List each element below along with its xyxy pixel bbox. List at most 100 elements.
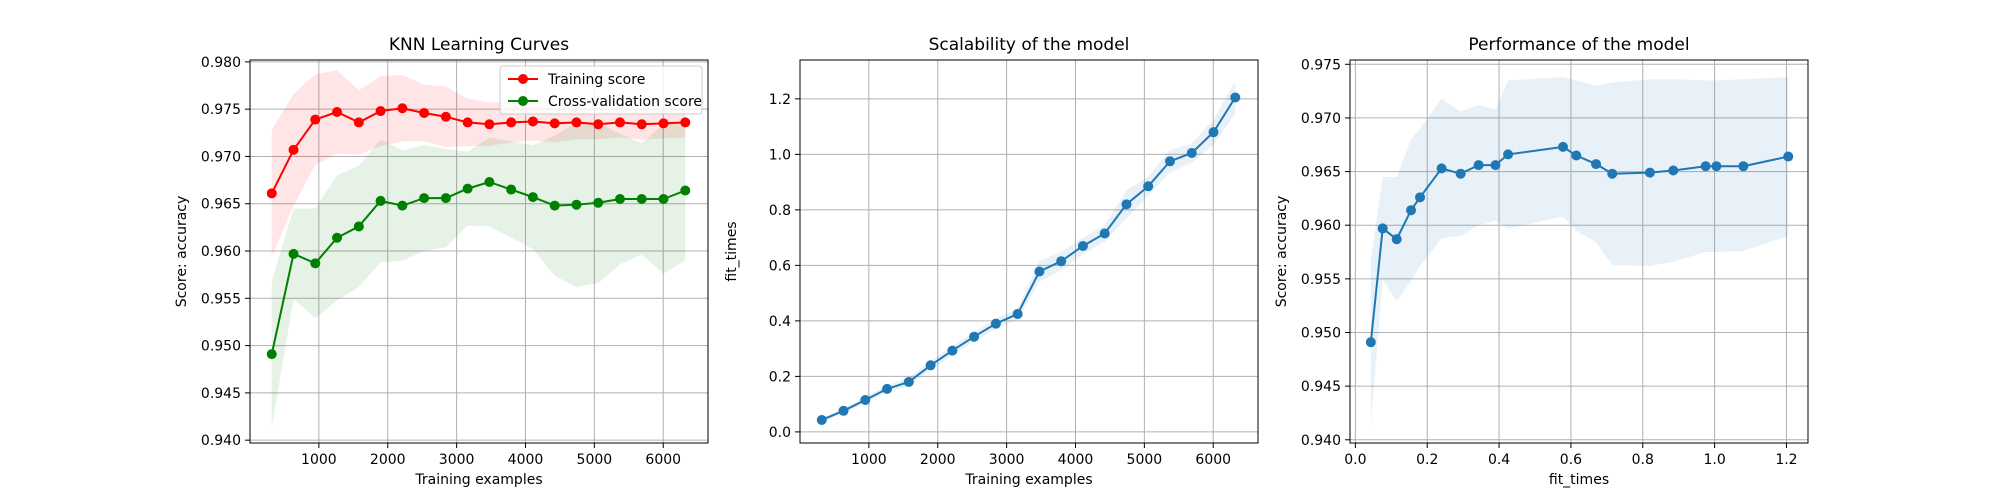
data-point	[506, 117, 517, 128]
data-point	[1377, 223, 1388, 234]
y-tick-label: 0.4	[769, 314, 791, 330]
x-tick-label: 6000	[1195, 452, 1231, 468]
x-tick-label: 1.0	[1703, 452, 1725, 468]
data-point	[1644, 167, 1655, 178]
data-point	[1099, 228, 1110, 239]
data-point	[310, 114, 321, 125]
x-tick-label: 5000	[577, 452, 613, 468]
data-point	[1473, 160, 1484, 171]
data-point	[462, 183, 473, 194]
data-point	[1164, 156, 1175, 167]
data-point	[680, 185, 691, 196]
y-tick-label: 0.960	[201, 244, 241, 260]
data-point	[969, 331, 980, 342]
confidence-band	[821, 80, 1236, 422]
data-point	[680, 117, 691, 128]
data-point	[593, 119, 604, 130]
x-tick-label: 0.4	[1488, 452, 1510, 468]
data-point	[658, 118, 669, 129]
data-point	[1230, 92, 1241, 103]
data-point	[375, 106, 386, 117]
data-point	[838, 405, 849, 416]
x-axis-label: fit_times	[1549, 472, 1609, 488]
data-point	[549, 200, 560, 211]
legend-marker	[518, 74, 528, 84]
chart-title: Performance of the model	[1468, 35, 1689, 55]
data-point	[310, 258, 321, 269]
data-point	[614, 194, 625, 205]
data-point	[506, 184, 517, 195]
y-tick-label: 1.0	[769, 147, 791, 163]
series-line	[821, 96, 1237, 421]
chart-panel-1: 1000 2000 3000 4000 5000 6000 0.940 0.945 0.950 0…	[174, 35, 709, 488]
data-point	[1591, 159, 1602, 170]
data-point	[1186, 147, 1197, 158]
data-point	[925, 360, 936, 371]
y-tick-label: 0.940	[201, 433, 241, 449]
y-tick-label: 1.2	[769, 92, 791, 108]
data-point	[1208, 127, 1219, 138]
data-point	[1668, 165, 1679, 176]
confidence-band	[1370, 77, 1789, 425]
data-point	[1121, 199, 1132, 210]
data-point	[947, 345, 958, 356]
x-tick-label: 2000	[370, 452, 406, 468]
data-point	[636, 119, 647, 130]
data-point	[636, 194, 647, 205]
x-axis-label: Training examples	[964, 472, 1092, 488]
data-point	[990, 318, 1001, 329]
data-point	[571, 117, 582, 128]
x-tick-label: 3000	[989, 452, 1025, 468]
y-tick-label: 0.955	[1301, 272, 1341, 288]
x-tick-label: 1000	[851, 452, 887, 468]
data-point	[614, 117, 625, 128]
data-point	[288, 144, 299, 155]
y-tick-label: 0.975	[1301, 57, 1341, 73]
chart-title: KNN Learning Curves	[389, 35, 569, 55]
y-tick-label: 0.945	[201, 386, 241, 402]
y-tick-label: 0.955	[201, 291, 241, 307]
data-point	[658, 194, 669, 205]
data-point	[375, 195, 386, 206]
data-point	[353, 221, 364, 232]
y-tick-label: 0.970	[201, 149, 241, 165]
y-tick-label: 0.965	[201, 197, 241, 213]
legend-label: Cross-validation score	[548, 94, 702, 110]
data-point	[1738, 161, 1749, 172]
y-tick-label: 0.970	[1301, 111, 1341, 127]
data-point	[266, 349, 277, 360]
data-point	[1607, 168, 1618, 179]
data-point	[1406, 205, 1417, 216]
data-point	[1700, 161, 1711, 172]
y-tick-label: 0.975	[201, 102, 241, 118]
data-point	[419, 107, 430, 118]
data-point	[1783, 151, 1794, 162]
data-point	[332, 232, 343, 243]
x-tick-label: 0.8	[1632, 452, 1654, 468]
y-tick-label: 0.0	[769, 425, 791, 441]
chart-panel-2: 1000 2000 3000 4000 5000 6000 0.0 0.2 0.4 0.6 0.8 1…	[724, 35, 1259, 488]
confidence-band	[271, 120, 686, 427]
y-axis-label: Score: accuracy	[174, 196, 190, 308]
y-tick-label: 0.950	[1301, 325, 1341, 341]
legend-marker	[518, 96, 528, 106]
x-tick-label: 4000	[508, 452, 544, 468]
data-point	[1143, 181, 1154, 192]
y-tick-label: 0.940	[1301, 433, 1341, 449]
y-tick-label: 0.6	[769, 258, 791, 274]
x-tick-label: 4000	[1058, 452, 1094, 468]
x-tick-label: 0.2	[1416, 452, 1438, 468]
y-tick-label: 0.980	[201, 55, 241, 71]
data-point	[1391, 234, 1402, 245]
y-tick-label: 0.950	[201, 339, 241, 355]
data-point	[549, 118, 560, 129]
x-tick-label: 0.6	[1560, 452, 1582, 468]
x-tick-label: 3000	[439, 452, 475, 468]
y-tick-label: 0.2	[769, 369, 791, 385]
data-point	[484, 176, 495, 187]
data-point	[288, 248, 299, 259]
chart-title: Scalability of the model	[929, 35, 1130, 55]
data-point	[1034, 266, 1045, 277]
y-axis-label: fit_times	[724, 221, 740, 281]
